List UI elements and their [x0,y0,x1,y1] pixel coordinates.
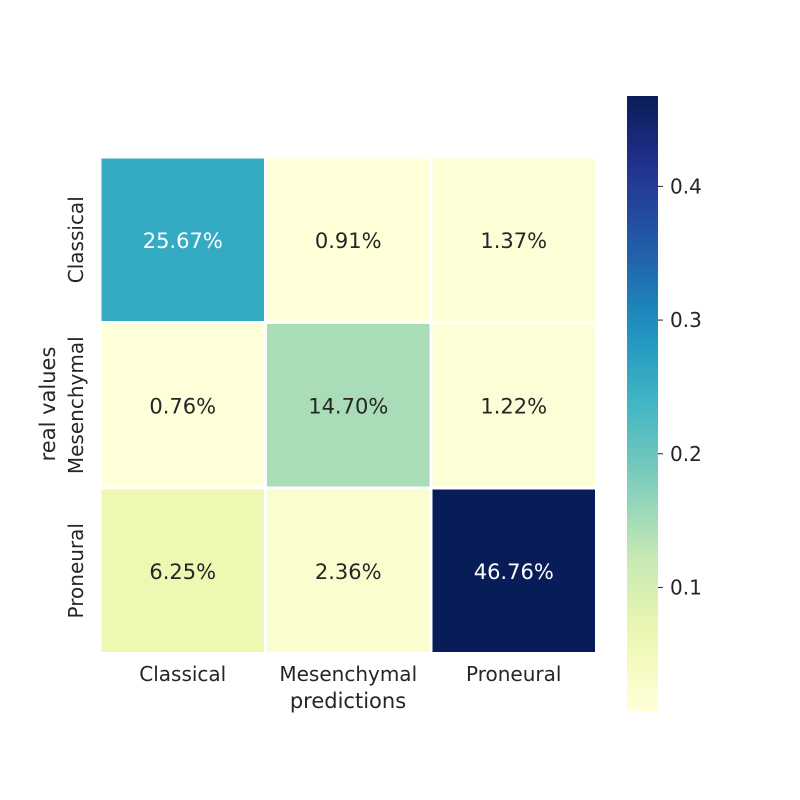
colorbar-gradient [627,96,658,711]
cell-value-label: 1.37% [480,229,547,253]
heatmap-cell [267,158,430,321]
y-tick-label: Proneural [64,523,88,618]
cell-value-label: 0.91% [315,229,382,253]
heatmap-cell [101,324,264,487]
x-tick-label: Mesenchymal [279,662,417,686]
heatmap-cell [432,324,595,487]
cell-value-label: 1.22% [480,394,547,418]
y-tick-label: Classical [64,196,88,283]
colorbar-tick-label: 0.3 [670,308,702,332]
y-tick-labels: Classical Mesenchymal Proneural [64,196,88,618]
cell-value-label: 14.70% [308,394,388,418]
colorbar-ticks: 0.1 0.2 0.3 0.4 [658,174,702,599]
x-tick-label: Classical [139,662,226,686]
heatmap-cell-labels: 25.67% 0.91% 1.37% 0.76% 14.70% 1.22% 6.25% 2.3… [143,229,554,584]
y-tick-label: Mesenchymal [64,336,88,474]
colorbar: 0.1 0.2 0.3 0.4 [627,96,702,711]
cell-value-label: 46.76% [474,560,554,584]
x-tick-labels: Classical Mesenchymal Proneural [139,662,561,686]
colorbar-tick-label: 0.2 [670,442,702,466]
y-axis-label: real values [36,347,60,462]
heatmap-cell [432,489,595,652]
x-tick-label: Proneural [466,662,561,686]
heatmap-cell [267,324,430,487]
cell-value-label: 25.67% [143,229,223,253]
heatmap-cell [101,489,264,652]
colorbar-tick-label: 0.4 [670,174,702,198]
cell-value-label: 0.76% [149,394,216,418]
cell-value-label: 2.36% [315,560,382,584]
heatmap-cell [432,158,595,321]
heatmap-cells [101,158,595,652]
heatmap-cell [267,489,430,652]
colorbar-tick-label: 0.1 [670,575,702,599]
cell-value-label: 6.25% [149,560,216,584]
x-axis-label: predictions [290,689,406,713]
heatmap-cell [101,158,264,321]
